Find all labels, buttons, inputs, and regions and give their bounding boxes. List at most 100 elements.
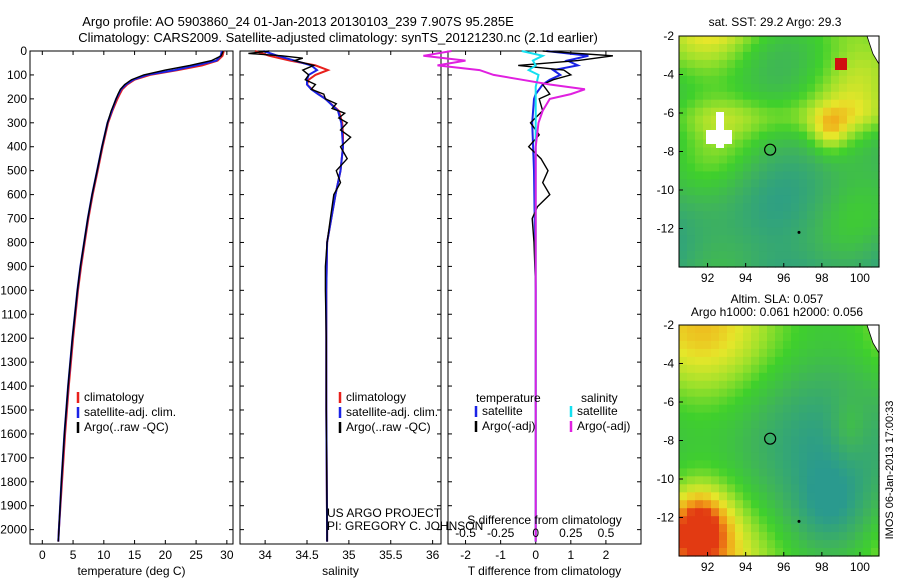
- map-cell: [863, 171, 872, 180]
- map-cell: [823, 251, 832, 260]
- map-cell: [767, 123, 776, 133]
- map-cell: [695, 388, 704, 398]
- map-cell: [775, 179, 784, 188]
- map-cell: [743, 540, 752, 549]
- map-cell: [751, 333, 760, 342]
- map-cell: [703, 67, 712, 77]
- map-cell: [815, 179, 824, 188]
- map-cell: [839, 195, 848, 204]
- map-cell: [807, 59, 816, 69]
- map-cell: [799, 139, 808, 149]
- map-cell: [807, 115, 816, 125]
- map-y-tick-label: -8: [663, 434, 674, 448]
- map-cell: [847, 508, 856, 517]
- map-cell: [799, 532, 808, 541]
- map-cell: [871, 227, 880, 236]
- map-cell: [727, 420, 736, 430]
- map-cell: [855, 508, 864, 517]
- map-cell: [743, 340, 752, 350]
- map-cell: [799, 44, 808, 53]
- map-cell: [807, 364, 816, 374]
- map-cell: [871, 412, 880, 422]
- map-cell: [759, 540, 768, 549]
- map-cell: [855, 139, 864, 149]
- map-cell: [799, 412, 808, 422]
- map-cell: [807, 468, 816, 477]
- map-cell: [831, 476, 840, 485]
- map-cell: [871, 139, 880, 149]
- map-cell: [783, 516, 792, 525]
- map-cell: [743, 75, 752, 85]
- map-cell: [695, 147, 704, 157]
- map-cell: [759, 500, 768, 509]
- map-cell: [855, 211, 864, 220]
- map-cell: [743, 179, 752, 188]
- map-cell: [855, 203, 864, 212]
- map-cell: [679, 372, 688, 382]
- map-cell: [711, 107, 720, 117]
- map-cell: [871, 259, 880, 268]
- map-cell: [815, 484, 824, 493]
- map-cell: [743, 333, 752, 342]
- map-cell: [823, 51, 832, 61]
- map-cell: [783, 508, 792, 517]
- map-cell: [767, 444, 776, 454]
- map-cell: [783, 59, 792, 69]
- map-cell: [719, 420, 728, 430]
- x-tick-label: 15: [128, 548, 142, 562]
- map-cell: [719, 532, 728, 541]
- map-cell: [687, 44, 696, 53]
- map-cell: [863, 325, 872, 334]
- map-cell: [759, 59, 768, 69]
- map-cell: [807, 259, 816, 268]
- map-cell: [687, 380, 696, 390]
- map-cell: [727, 259, 736, 268]
- map-cell: [695, 404, 704, 414]
- map-cell: [799, 524, 808, 533]
- map-cell: [807, 75, 816, 85]
- map-cell: [783, 388, 792, 398]
- map-cell: [775, 420, 784, 430]
- map-cell: [871, 364, 880, 374]
- map-cell: [783, 500, 792, 509]
- map-cell: [815, 131, 824, 141]
- map-cell: [823, 540, 832, 549]
- map-cell: [823, 75, 832, 85]
- map-cell: [767, 131, 776, 141]
- map-cell: [791, 83, 800, 93]
- map-cell: [799, 251, 808, 260]
- map-cell: [695, 44, 704, 53]
- map-cell: [759, 75, 768, 85]
- map-cell: [855, 259, 864, 268]
- map-cell: [743, 420, 752, 430]
- map-cell: [831, 259, 840, 268]
- map-cell: [847, 115, 856, 125]
- map-cell: [687, 203, 696, 212]
- map-cell: [679, 211, 688, 220]
- map-cell: [727, 468, 736, 477]
- map-cell: [831, 492, 840, 501]
- map-cell: [759, 436, 768, 446]
- imos-timestamp: IMOS 06-Jan-2013 17:00:33: [884, 401, 896, 540]
- map-cell: [823, 163, 832, 172]
- map-cell: [855, 396, 864, 406]
- map-cell: [751, 179, 760, 188]
- map-cell: [743, 348, 752, 358]
- map-cell: [823, 211, 832, 220]
- map-cell: [863, 412, 872, 422]
- map-cell: [815, 75, 824, 85]
- map-cell: [831, 372, 840, 382]
- map-cell: [751, 468, 760, 477]
- map-cell: [759, 452, 768, 461]
- map-cell: [855, 348, 864, 358]
- map-cell: [775, 36, 784, 45]
- map-cell: [815, 211, 824, 220]
- map-cell: [791, 51, 800, 61]
- map-cell: [783, 235, 792, 244]
- map-cell: [687, 325, 696, 334]
- map-cell: [839, 340, 848, 350]
- map-cell: [735, 59, 744, 69]
- map-cell: [839, 171, 848, 180]
- map-cell: [703, 348, 712, 358]
- map-cell: [679, 436, 688, 446]
